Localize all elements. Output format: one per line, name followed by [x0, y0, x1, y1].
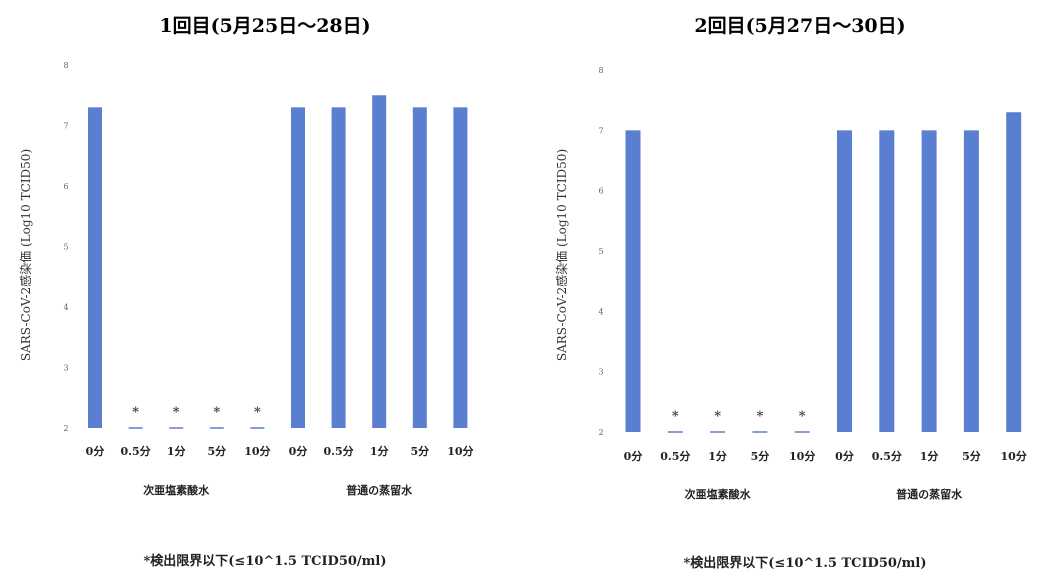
chart-2-yticks: 2 3 4 5 6 7 8 — [598, 66, 603, 437]
x-tick-label: 0分 — [624, 449, 643, 463]
bar — [372, 95, 387, 428]
bar — [921, 130, 937, 433]
bar — [837, 130, 852, 433]
below-limit-marker: * — [714, 409, 721, 424]
y-tick-label: 3 — [598, 368, 603, 377]
group-label: 普通の蒸留水 — [896, 487, 963, 501]
chart-2-markers: * * * * — [672, 409, 806, 424]
bar — [291, 107, 305, 428]
below-limit-marker: * — [213, 405, 220, 420]
bar — [963, 130, 979, 433]
group-label: 次亜塩素酸水 — [143, 483, 210, 497]
x-tick-label: 0.5分 — [660, 449, 690, 463]
below-limit-marker: * — [254, 405, 261, 420]
bar — [331, 107, 346, 428]
chart-2-ylabel: SARS-CoV-2感染価 (Log10 TCID50) — [554, 149, 569, 361]
bar — [88, 107, 102, 428]
chart-2-xticks: 0分 0.5分 1分 5分 10分 0分 0.5分 1分 5分 10分 — [624, 449, 1027, 463]
y-tick-label: 4 — [598, 307, 603, 316]
below-limit-marker: * — [756, 409, 763, 424]
y-tick-label: 3 — [63, 364, 68, 373]
chart-2: 2回目(5月27日～30日) SARS-CoV-2感染価 (Log10 TCID… — [554, 15, 1027, 571]
chart-1-yticks: 2 3 4 5 6 7 8 — [63, 61, 68, 433]
x-tick-label: 1分 — [920, 449, 939, 463]
bar — [453, 107, 468, 428]
chart-2-title: 2回目(5月27日～30日) — [694, 15, 905, 37]
chart-1-ylabel: SARS-CoV-2感染価 (Log10 TCID50) — [18, 149, 33, 361]
x-tick-label: 5分 — [207, 444, 226, 458]
group-label: 普通の蒸留水 — [346, 483, 413, 497]
chart-1-markers: * * * * — [132, 405, 261, 420]
y-tick-label: 8 — [598, 66, 603, 75]
chart-2-footnote: *検出限界以下(≤10^1.5 TCID50/ml) — [683, 555, 926, 571]
chart-1-footnote: *検出限界以下(≤10^1.5 TCID50/ml) — [143, 553, 386, 569]
y-tick-label: 8 — [63, 61, 68, 70]
y-tick-label: 2 — [598, 428, 603, 437]
x-tick-label: 0分 — [835, 449, 854, 463]
y-tick-label: 4 — [63, 303, 68, 312]
x-tick-label: 10分 — [447, 444, 473, 458]
bar — [879, 130, 895, 433]
below-limit-marker: * — [132, 405, 139, 420]
x-tick-label: 0.5分 — [872, 449, 902, 463]
below-limit-marker: * — [173, 405, 180, 420]
x-tick-label: 1分 — [370, 444, 389, 458]
x-tick-label: 5分 — [751, 449, 770, 463]
below-limit-marker: * — [672, 409, 679, 424]
bar — [1006, 112, 1022, 432]
bar — [412, 107, 427, 428]
chart-1-xticks: 0分 0.5分 1分 5分 10分 0分 0.5分 1分 5分 10分 — [86, 444, 474, 458]
chart-1-bars — [88, 95, 468, 429]
x-tick-label: 1分 — [708, 449, 727, 463]
chart-1: 1回目(5月25日～28日) SARS-CoV-2感染価 (Log10 TCID… — [18, 15, 474, 569]
y-tick-label: 2 — [63, 424, 68, 433]
y-tick-label: 6 — [598, 187, 603, 196]
x-tick-label: 5分 — [410, 444, 429, 458]
x-tick-label: 0.5分 — [121, 444, 151, 458]
x-tick-label: 10分 — [1001, 449, 1027, 463]
below-limit-marker: * — [799, 409, 806, 424]
y-tick-label: 6 — [63, 182, 68, 191]
x-tick-label: 0分 — [86, 444, 105, 458]
chart-1-title: 1回目(5月25日～28日) — [159, 15, 370, 37]
x-tick-label: 0.5分 — [324, 444, 354, 458]
x-tick-label: 10分 — [244, 444, 270, 458]
y-tick-label: 7 — [63, 122, 68, 131]
x-tick-label: 1分 — [167, 444, 186, 458]
y-tick-label: 5 — [598, 247, 603, 256]
x-tick-label: 10分 — [789, 449, 815, 463]
chart-2-bars — [625, 112, 1022, 433]
x-tick-label: 0分 — [289, 444, 308, 458]
group-label: 次亜塩素酸水 — [685, 487, 752, 501]
y-tick-label: 7 — [598, 126, 603, 135]
y-tick-label: 5 — [63, 243, 68, 252]
chart-1-groups: 次亜塩素酸水 普通の蒸留水 — [143, 483, 413, 497]
chart-2-groups: 次亜塩素酸水 普通の蒸留水 — [685, 487, 963, 501]
x-tick-label: 5分 — [962, 449, 981, 463]
bar — [625, 130, 641, 433]
